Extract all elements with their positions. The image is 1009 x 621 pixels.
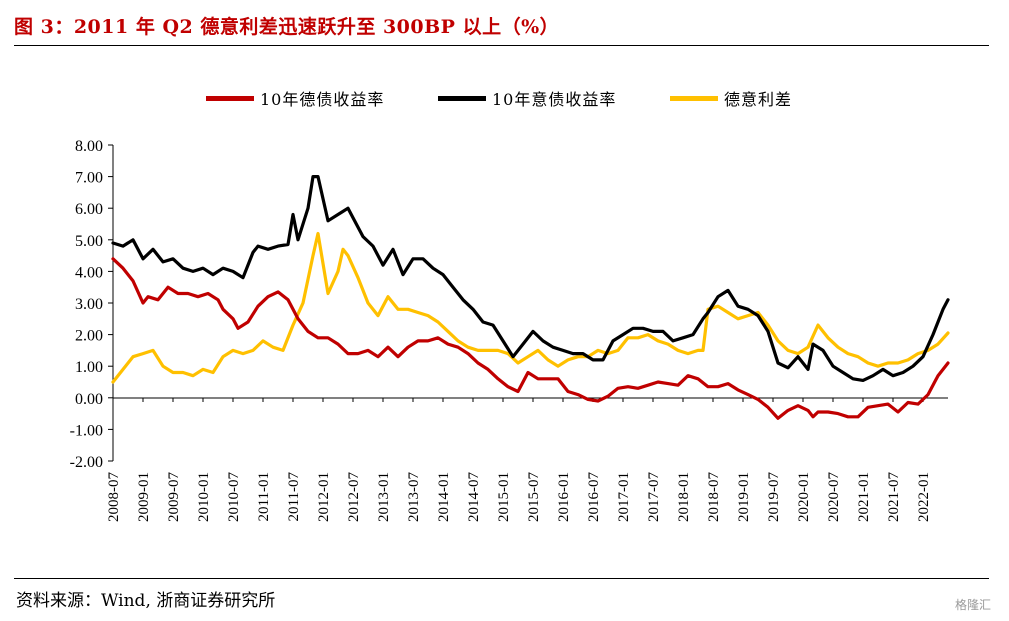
source-note: 资料来源：Wind, 浙商证券研究所 — [16, 591, 276, 611]
x-tick-label: 2012-07 — [346, 472, 362, 522]
chart-title: 图 3：2011 年 Q2 德意利差迅速跃升至 300BP 以上（%） — [14, 16, 560, 38]
x-tick-label: 2019-01 — [736, 472, 752, 522]
x-tick-label: 2016-07 — [586, 472, 602, 522]
top-rule — [14, 45, 989, 46]
x-tick-label: 2022-01 — [916, 472, 932, 522]
y-tick-label: 0.00 — [75, 391, 103, 408]
italian-yield-line — [111, 175, 950, 382]
x-tick-label: 2017-01 — [616, 472, 632, 522]
x-tick-label: 2013-01 — [376, 472, 392, 522]
german-yield-line — [111, 257, 950, 420]
x-tick-label: 2020-01 — [796, 472, 812, 522]
chart-legend: 10年德债收益率 10年意债收益率 德意利差 — [0, 86, 1009, 110]
x-tick-label: 2009-07 — [166, 472, 182, 522]
x-tick-label: 2013-07 — [406, 472, 422, 522]
y-tick-label: 2.00 — [75, 328, 103, 345]
y-tick-label: -2.00 — [70, 454, 103, 471]
legend-item-spread: 德意利差 — [670, 86, 792, 110]
y-tick-label: 7.00 — [75, 170, 103, 187]
y-tick-label: 5.00 — [75, 233, 103, 250]
x-tick-label: 2021-01 — [856, 472, 872, 522]
y-tick-label: 8.00 — [75, 138, 103, 155]
x-tick-label: 2011-01 — [256, 472, 272, 521]
legend-item-german: 10年德债收益率 — [206, 86, 384, 110]
legend-swatch-spread — [670, 95, 718, 101]
y-tick-label: 4.00 — [75, 264, 103, 281]
legend-label-german: 10年德债收益率 — [260, 90, 385, 109]
x-tick-label: 2011-07 — [286, 472, 302, 522]
x-tick-label: 2017-07 — [646, 472, 662, 522]
x-tick-label: 2014-01 — [436, 472, 452, 522]
spread-line — [111, 231, 950, 384]
watermark-text: 格隆汇 — [954, 598, 991, 612]
x-tick-label: 2020-07 — [826, 472, 842, 522]
x-tick-label: 2021-07 — [886, 472, 902, 522]
x-tick-label: 2008-07 — [106, 472, 122, 522]
x-tick-label: 2018-01 — [676, 472, 692, 522]
x-tick-label: 2018-07 — [706, 472, 722, 522]
y-tick-label: 6.00 — [75, 201, 103, 218]
legend-swatch-german — [206, 95, 254, 101]
x-tick-label: 2015-07 — [526, 472, 542, 522]
x-tick-label: 2019-07 — [766, 472, 782, 522]
legend-label-italian: 10年意债收益率 — [492, 90, 617, 109]
bottom-rule — [14, 578, 989, 579]
y-tick-label: 3.00 — [75, 296, 103, 313]
y-tick-label: 1.00 — [75, 359, 103, 376]
x-tick-label: 2016-01 — [556, 472, 572, 522]
x-tick-label: 2009-01 — [136, 472, 152, 522]
y-tick-label: -1.00 — [70, 422, 103, 439]
legend-label-spread: 德意利差 — [724, 90, 793, 109]
x-tick-label: 2012-01 — [316, 472, 332, 522]
x-tick-label: 2010-01 — [196, 472, 212, 522]
legend-item-italian: 10年意债收益率 — [438, 86, 616, 110]
x-tick-label: 2014-07 — [466, 472, 482, 522]
legend-swatch-italian — [438, 95, 486, 101]
x-tick-label: 2015-01 — [496, 472, 512, 522]
x-tick-label: 2010-07 — [226, 472, 242, 522]
